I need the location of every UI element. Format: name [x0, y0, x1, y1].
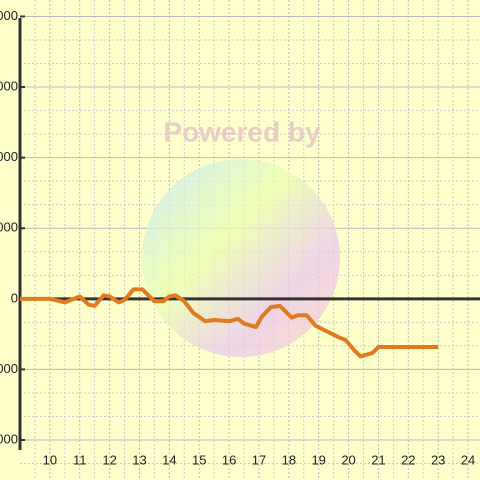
x-tick-label: 20	[341, 452, 355, 467]
x-tick-label: 22	[401, 452, 415, 467]
x-tick-label: 16	[222, 452, 236, 467]
x-tick-label: 12	[102, 452, 116, 467]
x-tick-label: 18	[282, 452, 296, 467]
data-line	[20, 287, 439, 359]
y-tick-label: 3,000	[0, 220, 18, 235]
y-tick-label: 6,000	[0, 149, 18, 164]
x-tick-label: 11	[73, 452, 87, 467]
x-tick-label: 19	[311, 452, 325, 467]
watermark-logo	[142, 159, 340, 357]
y-tick-label: 12,000	[0, 8, 18, 23]
y-tick-label: -3,000	[0, 361, 18, 376]
x-tick-label: 17	[252, 452, 266, 467]
x-tick-label: 14	[162, 452, 176, 467]
x-tick-label: 21	[371, 452, 385, 467]
plot: -6,000 -3,000 0 3,000 6,000 9,000 12,000 10 11 12…	[0, 8, 480, 467]
x-tick-label: 10	[43, 452, 57, 467]
y-tick-label: 9,000	[0, 78, 18, 93]
x-tick-label: 15	[192, 452, 206, 467]
watermark-text: Powered by	[163, 116, 321, 147]
x-tick-label: 13	[132, 452, 146, 467]
x-tick-label: 23	[431, 452, 445, 467]
y-tick-label: 0	[11, 290, 18, 305]
x-tick-label: 24	[461, 452, 475, 467]
y-tick-label: -6,000	[0, 431, 18, 446]
